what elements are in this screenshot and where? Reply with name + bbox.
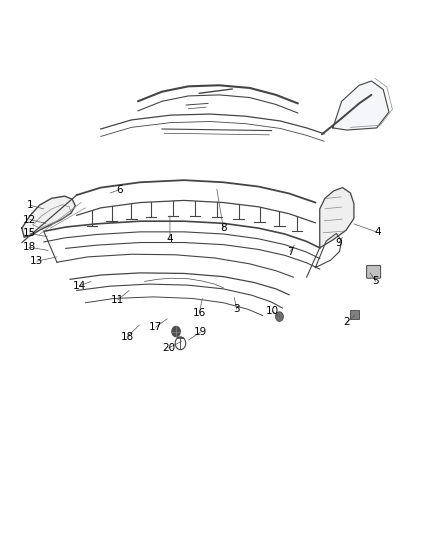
Text: 8: 8 [220,223,227,233]
Text: 16: 16 [193,308,206,318]
Text: 9: 9 [336,238,343,247]
Polygon shape [320,188,354,248]
Text: 4: 4 [166,234,173,244]
Text: 7: 7 [286,247,293,256]
Text: 11: 11 [111,295,124,305]
Text: 17: 17 [149,322,162,332]
Text: 5: 5 [372,277,379,286]
Polygon shape [333,81,389,130]
Text: 14: 14 [73,281,86,290]
Circle shape [276,312,283,321]
Text: 4: 4 [374,228,381,237]
Text: 18: 18 [23,243,36,252]
Text: 2: 2 [343,317,350,327]
Text: 1: 1 [26,200,33,210]
Text: 10: 10 [266,306,279,316]
Text: 3: 3 [233,304,240,314]
Text: 12: 12 [23,215,36,224]
FancyBboxPatch shape [367,265,381,278]
Text: 19: 19 [194,327,207,337]
Polygon shape [22,196,75,237]
Text: 6: 6 [116,185,123,195]
Text: 20: 20 [162,343,175,353]
Text: 13: 13 [30,256,43,266]
Text: 18: 18 [120,332,134,342]
Circle shape [172,326,180,337]
Bar [350,310,359,319]
Text: 15: 15 [23,229,36,238]
